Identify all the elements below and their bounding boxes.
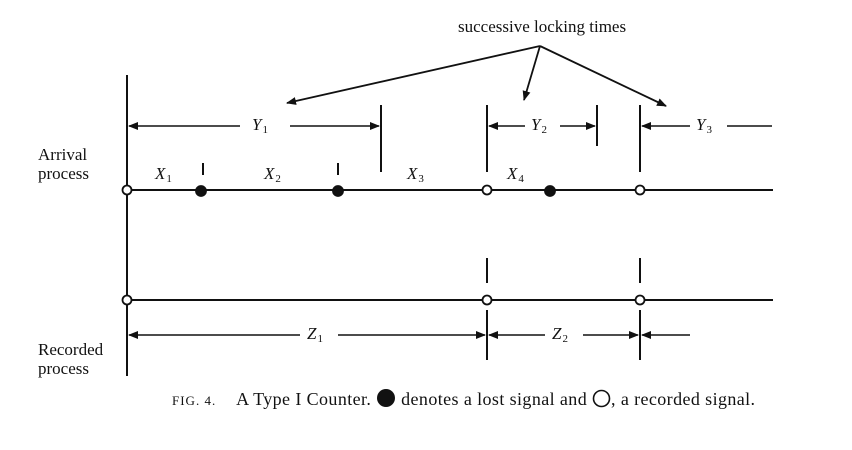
z1-label: Z1 bbox=[305, 325, 325, 348]
arrival-lost-signal-2 bbox=[332, 185, 344, 197]
figure-number: FIG. 4. bbox=[172, 393, 217, 408]
arrival-recorded-signal-3 bbox=[634, 184, 646, 196]
caption-text-a: A Type I Counter. bbox=[236, 389, 372, 409]
open-circle-icon bbox=[592, 389, 611, 408]
recorded-label-line2: process bbox=[38, 359, 89, 378]
recorded-signal-1 bbox=[121, 294, 133, 306]
recorded-process-label: Recorded process bbox=[38, 340, 103, 378]
locking-arrow-3 bbox=[539, 45, 667, 107]
arrival-recorded-signal-1 bbox=[121, 184, 133, 196]
figure-caption: FIG. 4. A Type I Counter. denotes a lost… bbox=[172, 387, 812, 413]
recorded-signal-3 bbox=[634, 294, 646, 306]
arrival-process-label: Arrival process bbox=[38, 145, 89, 183]
caption-text-c: , a recorded signal. bbox=[611, 389, 756, 409]
recorded-signal-2 bbox=[481, 294, 493, 306]
x1-label: X1 bbox=[153, 165, 174, 188]
y1-label: Y1 bbox=[250, 116, 270, 139]
locking-times-label: successive locking times bbox=[458, 17, 627, 36]
z2-label: Z2 bbox=[550, 325, 570, 348]
recorded-label-line1: Recorded bbox=[38, 340, 104, 359]
arrival-lost-signal-1 bbox=[195, 185, 207, 197]
locking-arrow-2 bbox=[522, 45, 541, 101]
x4-label: X4 bbox=[505, 165, 526, 188]
arrival-label-line2: process bbox=[38, 164, 89, 183]
arrival-lost-signal-3 bbox=[544, 185, 556, 197]
arrival-recorded-signal-2 bbox=[481, 184, 493, 196]
x2-label: X2 bbox=[262, 165, 283, 188]
caption-text-b: denotes a lost signal and bbox=[401, 389, 588, 409]
arrival-label-line1: Arrival bbox=[38, 145, 88, 164]
locking-arrow-1 bbox=[286, 45, 541, 105]
x3-label: X3 bbox=[405, 165, 426, 188]
y3-label: Y3 bbox=[694, 116, 714, 139]
y2-label: Y2 bbox=[529, 116, 549, 139]
filled-circle-icon bbox=[377, 389, 396, 407]
